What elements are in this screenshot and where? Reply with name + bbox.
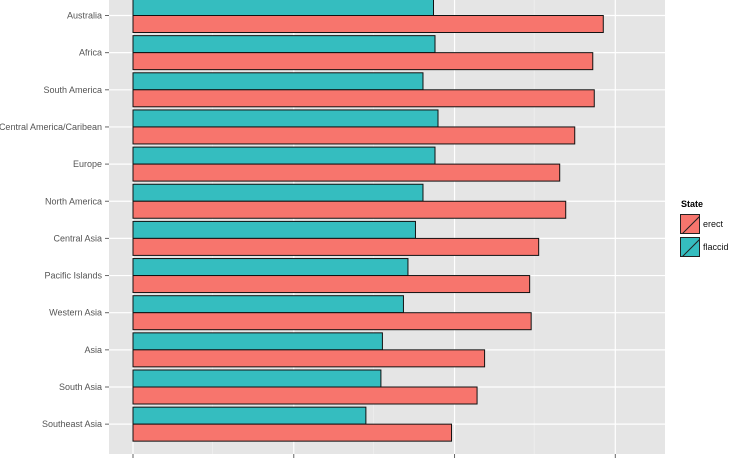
legend-swatch-erect: [680, 213, 700, 234]
bar-erect: [132, 237, 540, 256]
bar-flaccid: [132, 258, 409, 277]
y-tick-label: Central America/Caribean: [0, 122, 102, 132]
bar-erect: [132, 126, 576, 145]
bar-erect: [132, 89, 595, 108]
bar-flaccid: [132, 369, 382, 388]
y-tick-label: South Asia: [59, 382, 102, 392]
bar-erect: [132, 15, 604, 33]
bar-flaccid: [132, 109, 439, 128]
bar-flaccid: [132, 332, 383, 351]
bars: [132, 0, 604, 442]
legend: State erect flaccid: [680, 199, 736, 258]
bar-erect: [132, 423, 453, 442]
bar-flaccid: [132, 35, 436, 54]
legend-swatch-flaccid: [680, 236, 700, 257]
bar-erect: [132, 275, 531, 294]
x-axis-ticks: [132, 454, 616, 458]
bar-erect: [132, 200, 567, 219]
y-tick-label: Africa: [79, 48, 102, 58]
bar-flaccid: [132, 406, 367, 425]
bar-erect: [132, 163, 561, 182]
y-tick-label: Europe: [73, 159, 102, 169]
y-tick-label: Asia: [84, 345, 102, 355]
bar-flaccid: [132, 0, 434, 16]
legend-label-erect: erect: [703, 218, 724, 229]
y-tick-label: Western Asia: [49, 308, 102, 318]
bar-erect: [132, 386, 478, 405]
y-tick-label: Australia: [67, 11, 102, 21]
bar-flaccid: [132, 183, 424, 202]
legend-item-erect: erect: [680, 212, 736, 235]
legend-label-flaccid: flaccid: [703, 241, 729, 252]
y-tick-label: Southeast Asia: [42, 419, 102, 429]
bar-erect: [132, 349, 486, 368]
bar-flaccid: [132, 72, 424, 91]
y-tick-label: Pacific Islands: [44, 271, 102, 281]
legend-item-flaccid: flaccid: [680, 235, 736, 258]
y-tick-label: Central Asia: [53, 233, 102, 243]
y-axis-ticks: Australia Africa South America Central Amer…: [0, 11, 109, 429]
bar-flaccid: [132, 295, 404, 314]
bar-erect: [132, 312, 532, 331]
legend-title: State: [681, 199, 704, 209]
y-tick-label: North America: [45, 196, 102, 206]
y-tick-label: South America: [43, 85, 102, 95]
bar-erect: [132, 52, 594, 71]
bar-flaccid: [132, 146, 436, 165]
bar-flaccid: [132, 220, 416, 239]
